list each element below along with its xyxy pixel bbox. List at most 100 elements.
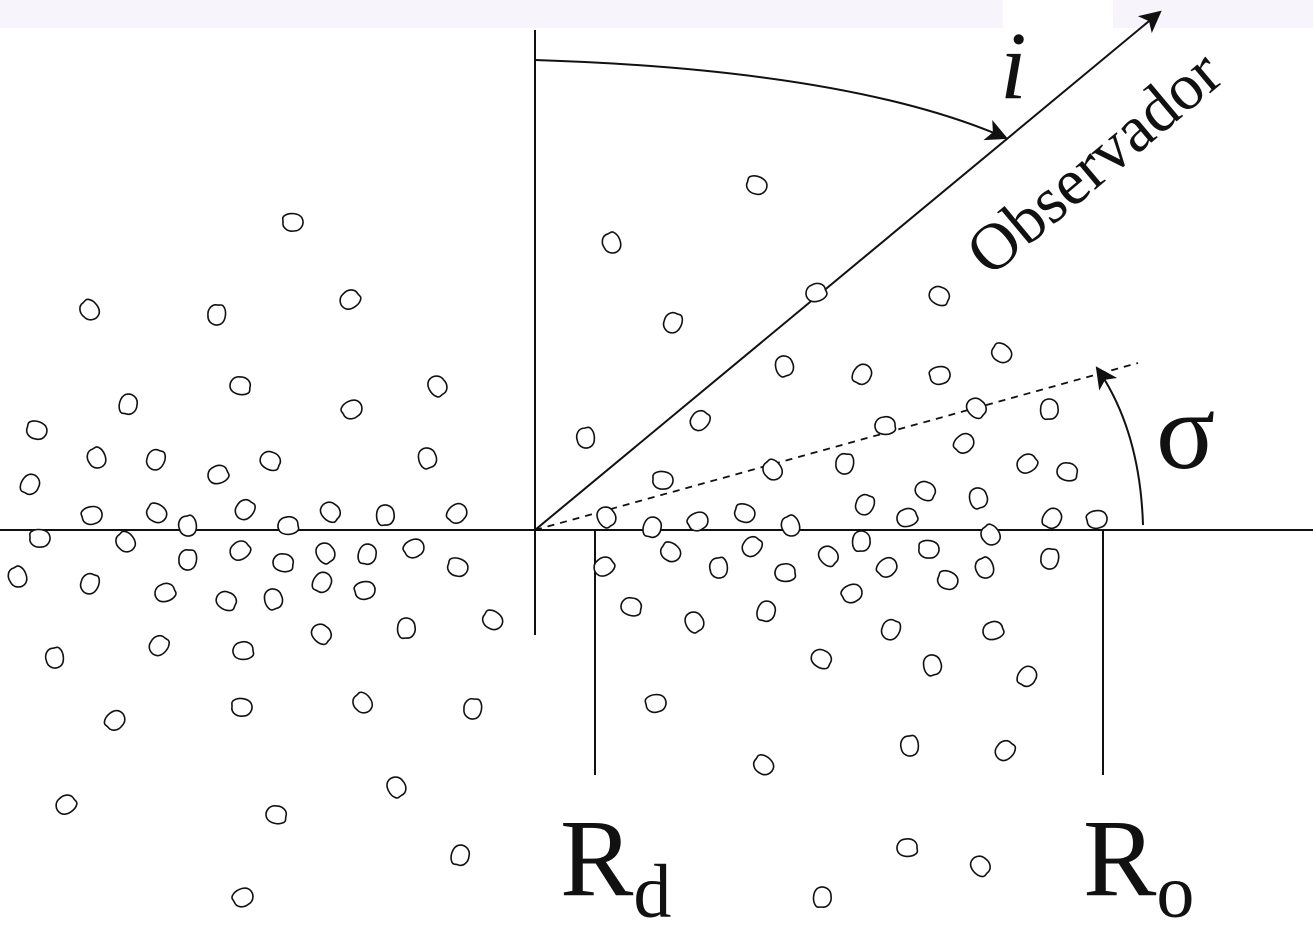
outer-radius-symbol: R — [1083, 797, 1157, 919]
dust-clump — [145, 448, 166, 471]
dust-clump — [427, 375, 448, 398]
dust-clump — [311, 571, 333, 594]
dust-clump — [232, 640, 255, 661]
dust-clump — [103, 709, 126, 731]
dust-clump — [231, 697, 253, 717]
dust-clump — [817, 545, 839, 568]
dust-clump — [914, 480, 937, 502]
dust-clump — [207, 464, 230, 485]
dust-clump — [386, 776, 407, 799]
dust-clump — [756, 600, 777, 623]
dust-clump — [899, 734, 920, 757]
dust-clump — [417, 447, 438, 470]
dust-clump — [854, 493, 876, 516]
dust-clump — [620, 596, 643, 617]
dust-clump — [965, 397, 987, 420]
dust-clump — [281, 212, 304, 232]
dust-clump — [805, 282, 828, 303]
dust-clump — [880, 618, 902, 641]
dust-clump — [463, 697, 483, 720]
dust-clump — [835, 452, 855, 475]
inclination-label: i — [1000, 12, 1027, 119]
inclination-arc — [534, 59, 1009, 141]
dust-clump — [481, 609, 504, 631]
dust-clump — [272, 553, 295, 573]
dust-clump — [774, 355, 795, 378]
dust-clump — [936, 570, 959, 591]
dust-clump — [642, 516, 663, 539]
dust-clump — [741, 535, 764, 558]
dust-clump — [601, 231, 622, 254]
dust-clump — [229, 376, 252, 396]
outer-radius-label: Ro — [1083, 797, 1194, 928]
dust-clump — [315, 542, 336, 565]
dust-clump — [1016, 453, 1039, 474]
inner-radius-symbol: R — [560, 797, 634, 919]
dust-clump — [277, 515, 300, 536]
dust-clump — [1039, 398, 1059, 421]
dust-clump — [593, 556, 616, 577]
dust-clump — [259, 450, 282, 472]
dust-clump — [708, 556, 729, 579]
dust-clump — [974, 556, 995, 579]
dust-clump — [1040, 547, 1060, 570]
dust-clump — [982, 620, 1005, 641]
dust-clump — [115, 530, 137, 553]
dust-clump — [762, 458, 784, 481]
dust-clump — [29, 528, 51, 548]
dust-clump — [446, 557, 469, 578]
dust-clump — [896, 838, 919, 858]
sigma-label: σ — [1156, 370, 1215, 492]
dust-clump — [357, 543, 378, 566]
dust-clump — [215, 590, 238, 612]
dust-clouds — [7, 175, 1108, 908]
dust-clump — [575, 426, 596, 449]
dust-clump — [339, 289, 362, 310]
outer-radius-subscript: o — [1156, 850, 1194, 928]
dust-clump — [684, 611, 705, 634]
dust-clump — [79, 572, 101, 595]
dust-clump — [396, 617, 416, 640]
dust-clump — [875, 556, 898, 578]
dust-clump — [922, 654, 943, 677]
dust-clump — [968, 487, 989, 510]
dust-clump — [450, 844, 471, 867]
dust-clump — [44, 646, 65, 669]
inner-radius-label: Rd — [560, 797, 671, 928]
sigma-arc — [1095, 366, 1144, 526]
sigma-dashed-line — [534, 362, 1139, 531]
dust-clump — [154, 582, 177, 603]
dust-clump — [659, 541, 682, 563]
dust-clump — [234, 498, 256, 521]
dust-clump — [969, 855, 991, 878]
dust-clump — [652, 470, 674, 490]
dust-clump — [733, 503, 756, 524]
dust-clump — [780, 514, 801, 537]
dust-clump — [994, 739, 1017, 762]
dust-clump — [840, 583, 863, 604]
dust-clump — [310, 623, 333, 646]
dust-clump — [918, 539, 940, 559]
dust-clump — [79, 298, 101, 321]
dust-clump — [990, 342, 1013, 364]
dust-clump — [340, 399, 363, 420]
dust-clump — [319, 501, 342, 524]
dust-clump — [19, 473, 41, 496]
dust-clump — [353, 580, 376, 601]
dust-clump — [118, 393, 139, 416]
dust-clump — [952, 432, 975, 454]
dust-clump — [596, 506, 617, 529]
dust-clump — [644, 693, 667, 714]
dust-clump — [752, 754, 775, 776]
dust-clump — [980, 523, 1001, 546]
dust-clump — [896, 507, 919, 528]
dust-clump — [25, 420, 48, 441]
dust-clump — [812, 886, 832, 908]
dust-clump — [689, 409, 712, 432]
inner-radius-subscript: d — [633, 850, 671, 928]
dust-clump — [178, 548, 198, 571]
dust-clump — [207, 304, 227, 326]
dust-clump — [80, 505, 103, 526]
dust-clump — [686, 511, 709, 532]
